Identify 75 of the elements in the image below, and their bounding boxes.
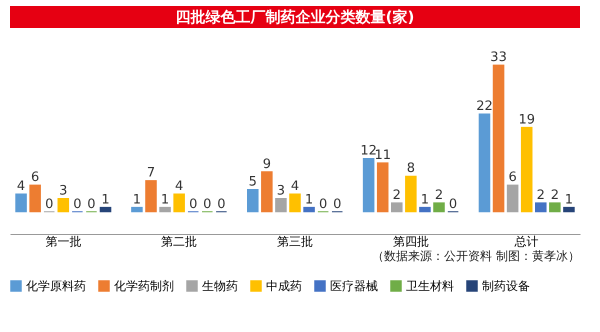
data-label: 6 — [31, 170, 40, 186]
data-label: 3 — [59, 183, 68, 198]
data-label: 22 — [476, 99, 493, 114]
data-label: 12 — [360, 143, 377, 158]
data-label: 33 — [490, 50, 507, 66]
bar — [173, 194, 185, 212]
data-label: 2 — [392, 188, 401, 203]
bar — [520, 126, 532, 212]
data-label: 2 — [550, 188, 559, 203]
bar — [563, 206, 575, 212]
data-label: 0 — [203, 196, 212, 212]
data-label: 1 — [101, 192, 110, 208]
data-label: 0 — [87, 196, 96, 212]
bar — [15, 194, 27, 212]
bar — [391, 202, 403, 212]
data-label: 19 — [518, 112, 535, 128]
bar — [289, 194, 301, 212]
x-tick-label: 第二批 — [161, 234, 198, 248]
x-tick-label: 第一批 — [45, 234, 82, 248]
legend-label: 医疗器械 — [330, 279, 378, 293]
data-label: 0 — [448, 196, 458, 212]
x-tick-label: 第四批 — [392, 234, 429, 248]
data-label: 2 — [536, 188, 545, 203]
data-label: 1 — [420, 192, 430, 208]
bar — [275, 198, 287, 212]
data-label: 1 — [132, 192, 142, 208]
data-label: 11 — [374, 148, 391, 163]
data-label: 2 — [434, 188, 444, 203]
bar — [506, 184, 518, 212]
bar — [535, 202, 547, 212]
bar — [405, 176, 417, 212]
bar — [376, 162, 388, 212]
data-label: 1 — [304, 192, 314, 208]
data-label: 4 — [175, 179, 184, 194]
x-tick-label: 总计 — [514, 234, 539, 248]
data-label: 0 — [45, 196, 54, 212]
legend-label: 制药设备 — [482, 279, 530, 293]
data-label: 5 — [248, 174, 257, 190]
data-label: 8 — [406, 161, 415, 176]
bar — [145, 180, 157, 212]
legend-label: 卫生材料 — [406, 279, 454, 293]
bar — [492, 64, 504, 212]
data-label: 0 — [217, 196, 226, 212]
bar — [247, 189, 259, 212]
bar — [131, 206, 143, 212]
chart-title: 四批绿色工厂制药企业分类数量(家) — [176, 8, 414, 26]
bar — [100, 206, 112, 212]
data-label: 4 — [290, 179, 300, 194]
data-label: 1 — [564, 192, 574, 208]
bar — [29, 184, 41, 212]
data-label: 3 — [276, 183, 286, 198]
bar — [549, 202, 561, 212]
legend-label: 化学药制剂 — [114, 279, 174, 293]
data-label: 0 — [319, 196, 328, 212]
text: （数据来源：公开资料 制图：黄孝冰） — [372, 249, 580, 263]
data-label: 1 — [160, 192, 170, 208]
data-label: 6 — [508, 170, 517, 186]
data-label: 0 — [73, 196, 82, 212]
bar — [433, 202, 445, 212]
data-label: 0 — [333, 196, 342, 212]
bar — [478, 114, 490, 212]
legend-label: 化学原料药 — [26, 279, 86, 293]
data-label: 7 — [146, 166, 156, 181]
data-label: 4 — [16, 179, 26, 194]
legend-label: 中成药 — [266, 279, 302, 293]
x-tick-label: 第三批 — [277, 234, 313, 248]
bar — [58, 198, 70, 212]
legend-label: 生物药 — [202, 279, 238, 293]
data-label: 0 — [189, 196, 198, 212]
data-label: 9 — [262, 156, 271, 172]
bar — [303, 206, 315, 212]
bar — [362, 158, 374, 212]
bar — [159, 206, 171, 212]
bar — [419, 206, 431, 212]
bar — [261, 171, 273, 212]
